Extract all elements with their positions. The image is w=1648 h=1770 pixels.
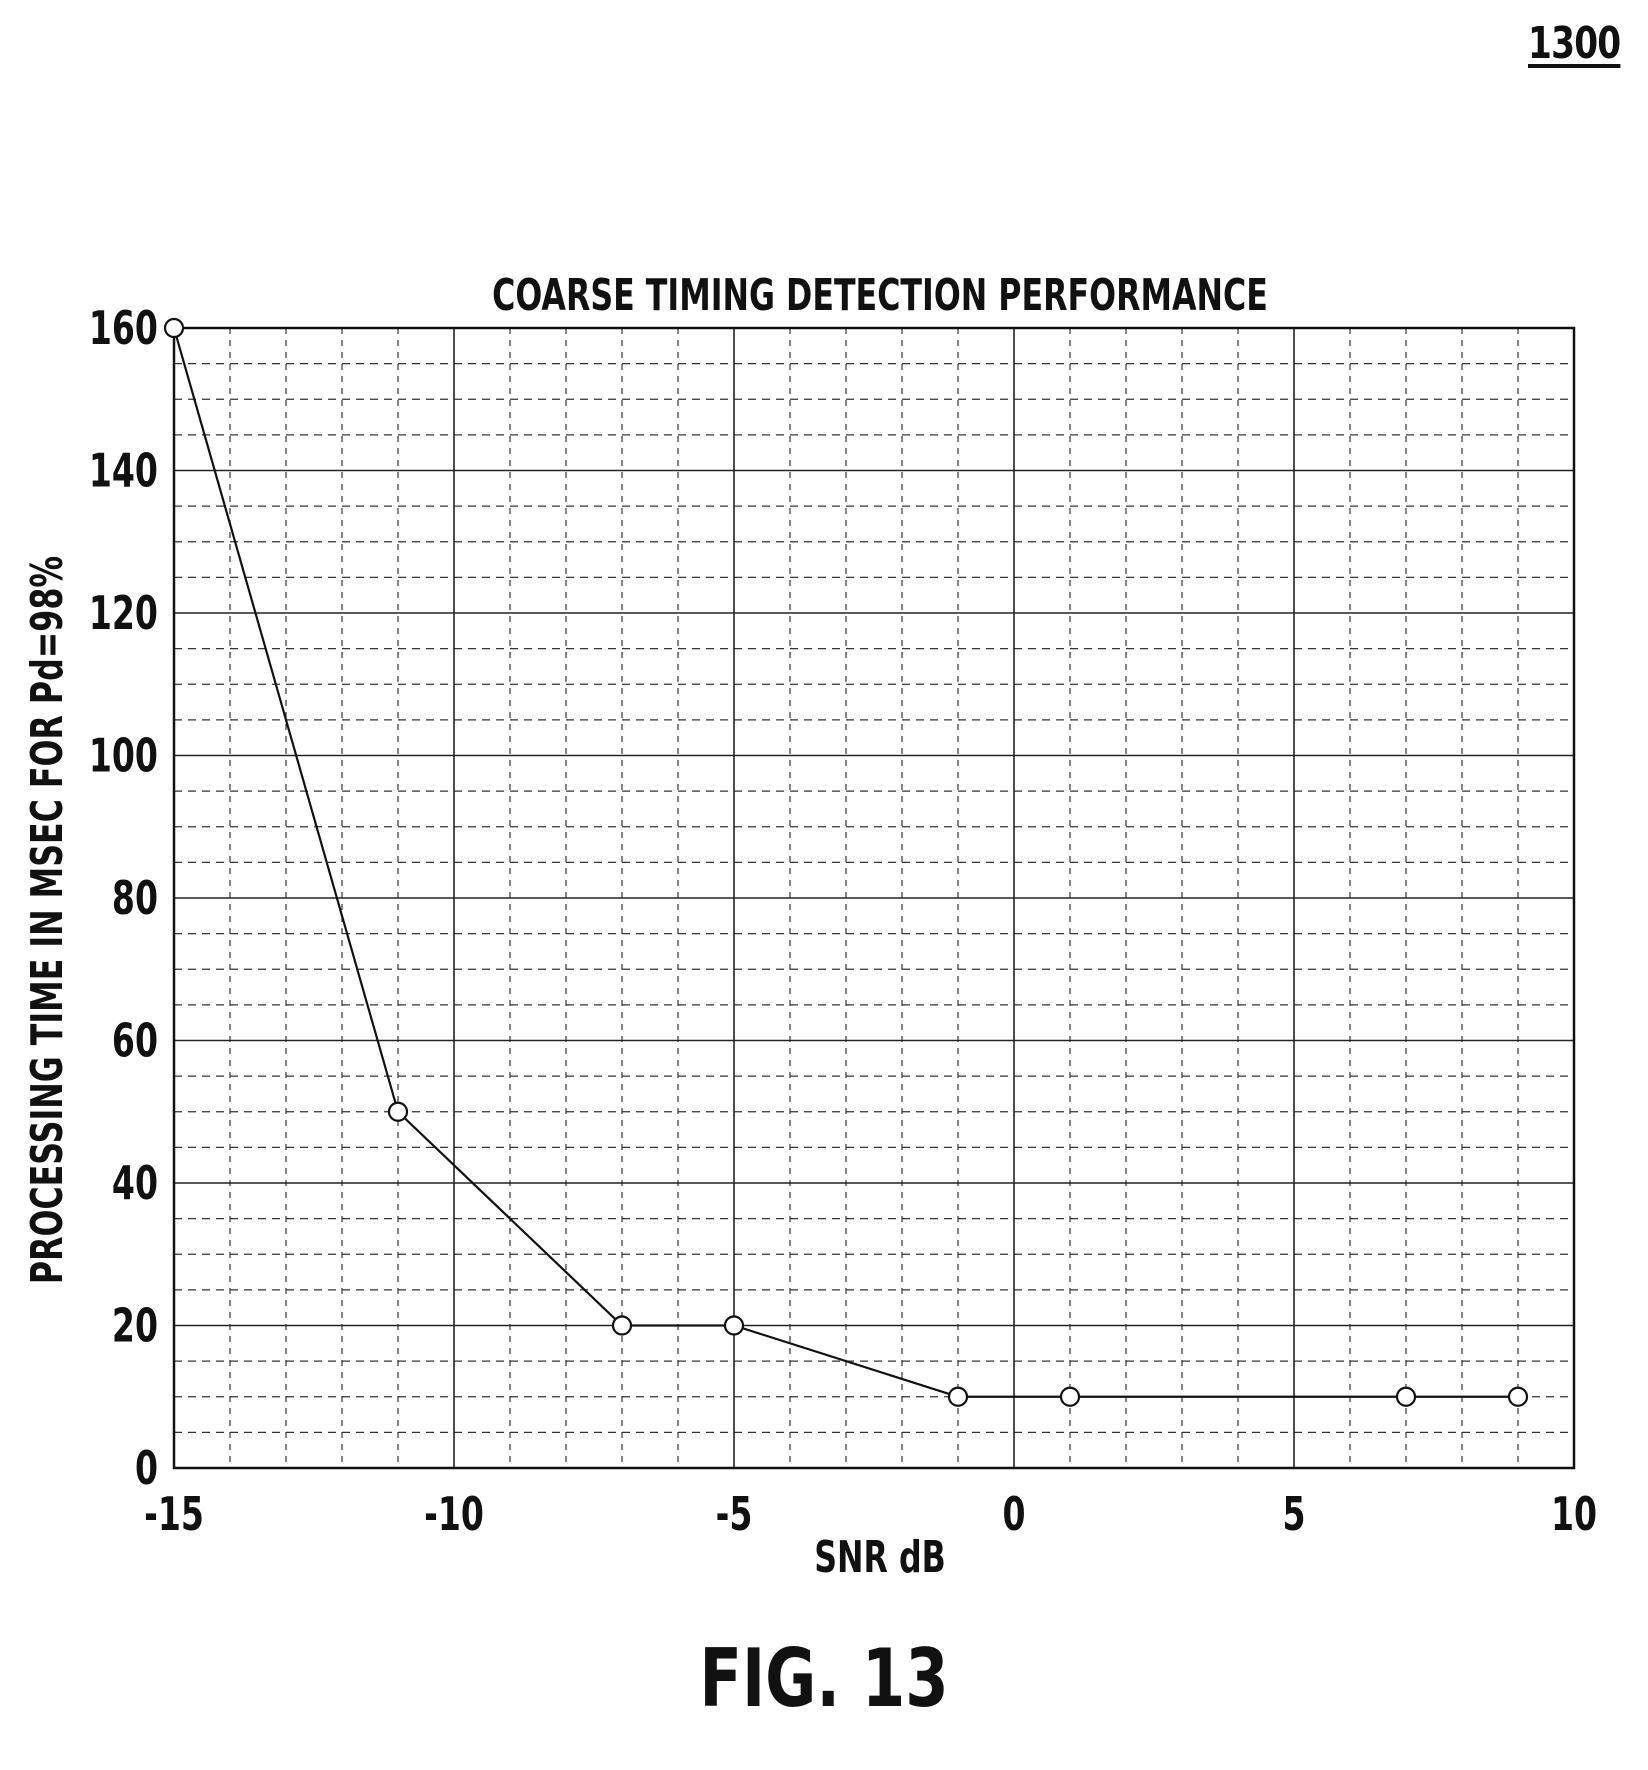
x-tick-label: -5 — [716, 1489, 753, 1542]
x-axis-label: SNR dB — [814, 1532, 946, 1584]
x-tick-label: -10 — [424, 1489, 484, 1542]
y-tick-label: 40 — [112, 1158, 158, 1211]
figure-caption: FIG. 13 — [699, 1632, 949, 1725]
y-tick-label: 0 — [135, 1443, 158, 1496]
series-line — [172, 327, 1518, 1398]
y-axis-ticks: 0 20 40 60 80 100 120 140 160 — [89, 303, 158, 1496]
plot-area-frame — [172, 326, 1576, 1470]
series-layer — [163, 317, 1529, 1407]
data-point — [1507, 1386, 1529, 1407]
x-tick-label: 10 — [1551, 1489, 1597, 1542]
x-axis-ticks: -15 -10 -5 0 5 10 — [144, 1489, 1597, 1542]
x-tick-label: 0 — [1002, 1489, 1025, 1542]
y-tick-label: 60 — [112, 1015, 158, 1068]
data-point — [1059, 1386, 1081, 1407]
data-point — [163, 317, 185, 339]
y-axis-label: PROCESSING TIME IN MSEC FOR Pd=98% — [22, 556, 74, 1284]
x-tick-label: 5 — [1282, 1489, 1305, 1542]
x-tick-label: -15 — [144, 1489, 204, 1542]
data-point — [1395, 1386, 1417, 1407]
data-point — [947, 1386, 969, 1407]
chart-title: COARSE TIMING DETECTION PERFORMANCE — [492, 270, 1268, 322]
major-grid — [174, 328, 1574, 1468]
y-tick-label: 80 — [112, 873, 158, 926]
data-point — [723, 1315, 745, 1336]
data-point — [611, 1315, 633, 1336]
figure-reference-number: 1300 — [1528, 18, 1621, 69]
y-tick-label: 20 — [112, 1300, 158, 1353]
y-tick-label: 120 — [89, 588, 158, 641]
y-tick-label: 140 — [89, 445, 158, 498]
line-chart: COARSE TIMING DETECTION PERFORMANCE -15-… — [22, 270, 1597, 1584]
data-point — [387, 1101, 409, 1122]
y-tick-label: 100 — [89, 730, 158, 783]
y-tick-label: 160 — [89, 303, 158, 356]
